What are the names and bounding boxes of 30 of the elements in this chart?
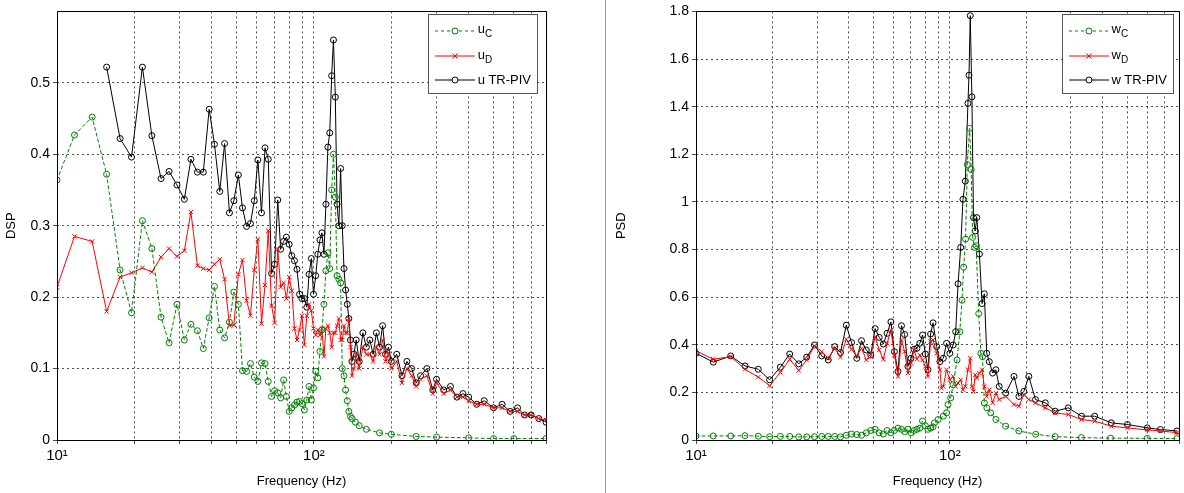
legend-label: u TR-PIV <box>477 71 531 90</box>
y-tick-label: 0.3 <box>30 216 51 233</box>
y-tick-label: 0.2 <box>30 287 51 304</box>
y-tick-label: 0.6 <box>669 287 690 304</box>
y-tick-label: 1.2 <box>669 145 690 162</box>
y-tick-label: 0 <box>681 430 690 447</box>
legend-label: w$_{D}$ <box>1111 45 1129 67</box>
y-tick-label: 1.4 <box>669 97 690 114</box>
y-tick-label: 1.8 <box>669 2 690 19</box>
y-tick-label: 0.8 <box>669 240 690 257</box>
y-axis-title: PSD <box>613 212 629 240</box>
legend-label: w TR-PIV <box>1111 71 1167 90</box>
y-tick-label: 0.2 <box>669 383 690 400</box>
y-tick-label: 1.6 <box>669 49 690 66</box>
y-tick-label: 0 <box>42 430 51 447</box>
x-tick-label: 10¹ <box>685 446 707 464</box>
legend-label: w$_{C}$ <box>1111 20 1129 41</box>
x-axis-title: Frequency (Hz) <box>256 472 347 488</box>
y-tick-label: 0.1 <box>30 359 51 376</box>
legend-label: u$_{C}$ <box>477 20 493 41</box>
y-tick-label: 0.4 <box>30 145 51 162</box>
x-tick-label: 10² <box>303 446 325 464</box>
legend-label: u$_{D}$ <box>477 45 493 67</box>
y-tick-label: 1 <box>681 192 690 209</box>
y-tick-label: 0.4 <box>669 335 690 352</box>
y-tick-label: 0.5 <box>30 73 51 90</box>
y-axis-title: DSP <box>3 212 19 240</box>
x-tick-label: 10¹ <box>46 446 68 464</box>
x-tick-label: 10² <box>938 446 961 464</box>
x-axis-title: Frequency (Hz) <box>892 472 983 488</box>
